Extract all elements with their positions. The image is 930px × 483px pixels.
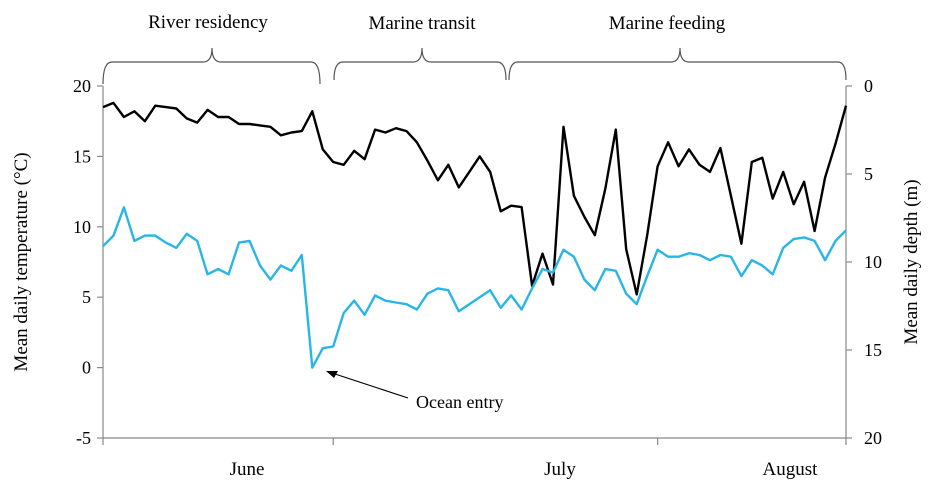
ocean-entry-arrowhead <box>326 371 338 378</box>
left-tick-label: 0 <box>82 358 91 378</box>
month-label-june: June <box>230 459 265 480</box>
x-axis-month-ticks <box>102 438 847 445</box>
right-tick-label: 0 <box>864 76 873 96</box>
phase-brace-river-residency <box>102 47 321 85</box>
phase-brace-marine-transit <box>333 47 507 81</box>
left-tick-label: 15 <box>73 146 91 166</box>
series-line-temperature <box>102 101 848 296</box>
y-left-axis-title: Mean daily temperature (°C) <box>11 152 32 371</box>
right-tick-label: 5 <box>864 164 873 184</box>
right-axis-ticks: 0 5 10 15 20 <box>846 76 882 448</box>
phase-label-marine-transit: Marine transit <box>368 13 476 34</box>
month-label-august: August <box>763 459 819 480</box>
left-tick-label: -5 <box>76 428 91 448</box>
left-tick-label: 20 <box>73 76 91 96</box>
ocean-entry-label: Ocean entry <box>416 392 503 412</box>
right-tick-label: 15 <box>864 340 882 360</box>
right-tick-label: 20 <box>864 428 882 448</box>
phase-label-marine-feeding: Marine feeding <box>609 13 726 34</box>
y-right-axis-title: Mean daily depth (m) <box>901 179 922 344</box>
phase-brace-marine-feeding <box>508 47 847 81</box>
left-axis-ticks: 20 15 10 5 0 -5 <box>73 76 103 448</box>
left-tick-label: 5 <box>82 287 91 307</box>
right-tick-label: 10 <box>864 252 882 272</box>
month-label-july: July <box>544 459 576 480</box>
left-tick-label: 10 <box>73 217 91 237</box>
ocean-entry-arrow <box>331 372 409 399</box>
phase-label-river-residency: River residency <box>148 12 268 33</box>
series-line-depth <box>102 206 847 369</box>
